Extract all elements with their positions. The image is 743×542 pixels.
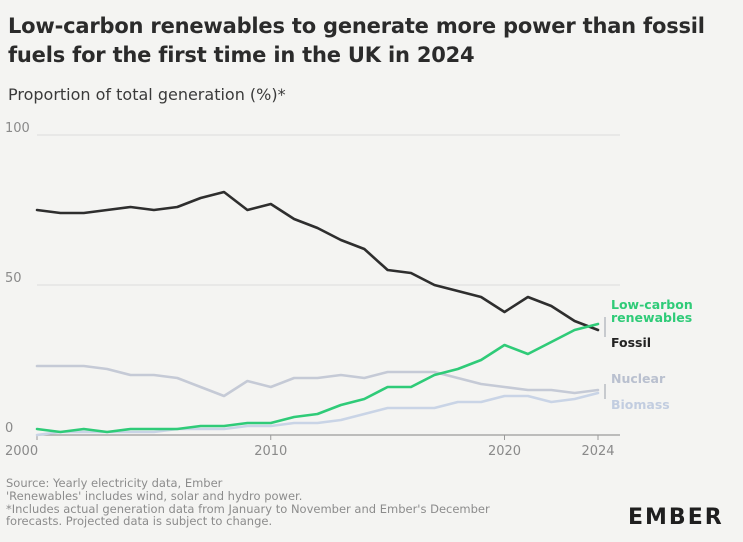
y-tick-label: 100: [5, 121, 30, 136]
series-label-nuclear: Nuclear: [611, 371, 666, 386]
y-tick-label: 50: [5, 271, 22, 286]
series-label-fossil: Fossil: [611, 335, 651, 350]
source-note: Source: Yearly electricity data, Ember '…: [6, 477, 606, 528]
source-line: 'Renewables' includes wind, solar and hy…: [6, 488, 303, 503]
chart-subtitle: Proportion of total generation (%)*: [8, 85, 286, 104]
series-line-biomass: [35, 391, 600, 437]
series-label-low-carbon-renewables: renewables: [611, 310, 692, 325]
source-line: *Includes actual generation data from Ja…: [6, 501, 490, 516]
x-tick-label: 2020: [488, 444, 521, 459]
ember-logo: EMBER: [628, 505, 724, 530]
series-label-low-carbon-renewables: Low-carbon: [611, 297, 693, 312]
series-line-nuclear: [35, 364, 600, 398]
series-line-fossil: [35, 190, 600, 332]
x-tick-label: 2024: [581, 444, 614, 459]
source-line: Source: Yearly electricity data, Ember: [6, 476, 223, 490]
series-line-low-carbon-renewables: [35, 322, 600, 434]
source-line: forecasts. Projected data is subject to …: [6, 514, 273, 529]
x-tick-label: 2000: [5, 444, 38, 459]
chart-title: Low-carbon renewables to generate more p…: [8, 14, 705, 67]
y-tick-label: 0: [5, 421, 13, 436]
x-tick-label: 2010: [254, 444, 287, 459]
series-label-biomass: Biomass: [611, 397, 670, 412]
